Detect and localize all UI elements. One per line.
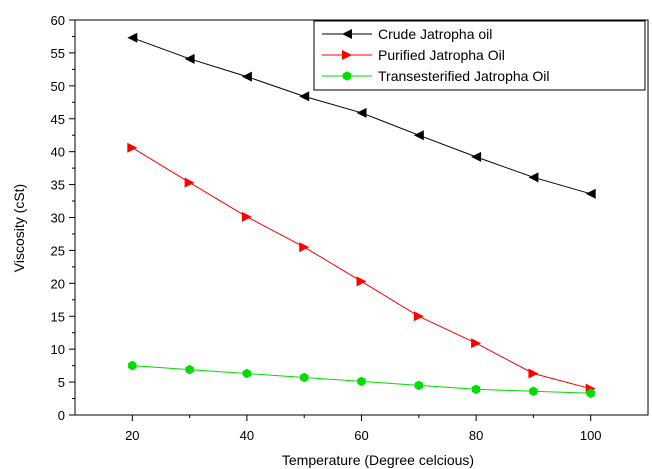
data-point [586, 388, 595, 399]
data-point [242, 368, 252, 379]
x-tick-label: 60 [354, 428, 368, 443]
x-tick-label: 100 [580, 428, 602, 443]
legend: Crude Jatropha oil Purified Jatropha Oil T… [313, 20, 646, 91]
data-point [471, 338, 482, 349]
data-point [185, 364, 194, 375]
legend-label: Transesterified Jatropha Oil [378, 68, 549, 84]
y-tick-label: 30 [51, 211, 65, 226]
legend-label: Crude Jatropha oil [378, 26, 492, 42]
data-point [299, 91, 310, 102]
data-point [299, 242, 310, 253]
y-tick-label: 60 [51, 13, 65, 28]
data-point [184, 53, 195, 64]
x-axis: 20 40 60 80 100 [125, 415, 602, 443]
y-tick-label: 20 [51, 276, 65, 291]
data-point [241, 211, 252, 222]
y-tick-label: 45 [51, 112, 65, 127]
y-tick-label: 0 [58, 408, 65, 423]
data-point [528, 172, 539, 183]
y-tick-label: 40 [51, 145, 65, 160]
legend-item: Crude Jatropha oil [322, 26, 492, 42]
y-tick-label: 55 [51, 46, 65, 61]
x-tick-label: 80 [469, 428, 483, 443]
y-axis-label: Viscosity (cSt) [11, 184, 27, 272]
data-point [471, 151, 482, 162]
x-tick-label: 40 [240, 428, 254, 443]
data-point [241, 71, 252, 82]
y-tick-label: 15 [51, 309, 65, 324]
data-point [184, 177, 195, 188]
legend-item: Purified Jatropha Oil [322, 47, 505, 63]
data-point [356, 276, 367, 287]
data-point [127, 32, 138, 43]
series-line [132, 147, 591, 390]
legend-label: Purified Jatropha Oil [378, 47, 505, 63]
data-point [128, 360, 137, 371]
series-layer [127, 32, 596, 399]
y-tick-label: 10 [51, 342, 65, 357]
y-tick-label: 35 [51, 178, 65, 193]
y-axis: 0 5 10 15 20 25 30 35 40 45 50 55 60 [51, 13, 75, 423]
data-point [471, 384, 481, 395]
data-point [528, 368, 539, 379]
legend-marker [342, 71, 352, 81]
data-point [413, 130, 424, 141]
data-point [357, 376, 366, 387]
data-point [356, 107, 367, 118]
y-tick-label: 50 [51, 79, 65, 94]
y-tick-label: 5 [58, 375, 65, 390]
y-tick-label: 25 [51, 243, 65, 258]
data-point [585, 188, 596, 199]
data-point [413, 311, 424, 322]
x-tick-label: 20 [125, 428, 139, 443]
legend-marker [342, 50, 352, 60]
data-point [127, 142, 138, 153]
series-3 [128, 360, 595, 399]
data-point [414, 380, 423, 391]
series-2 [127, 142, 596, 394]
x-axis-label: Temperature (Degree celcious) [282, 452, 474, 468]
series-1 [127, 32, 596, 199]
data-point [300, 372, 309, 383]
legend-item: Transesterified Jatropha Oil [322, 68, 549, 84]
legend-marker [342, 29, 352, 39]
data-point [529, 386, 538, 397]
